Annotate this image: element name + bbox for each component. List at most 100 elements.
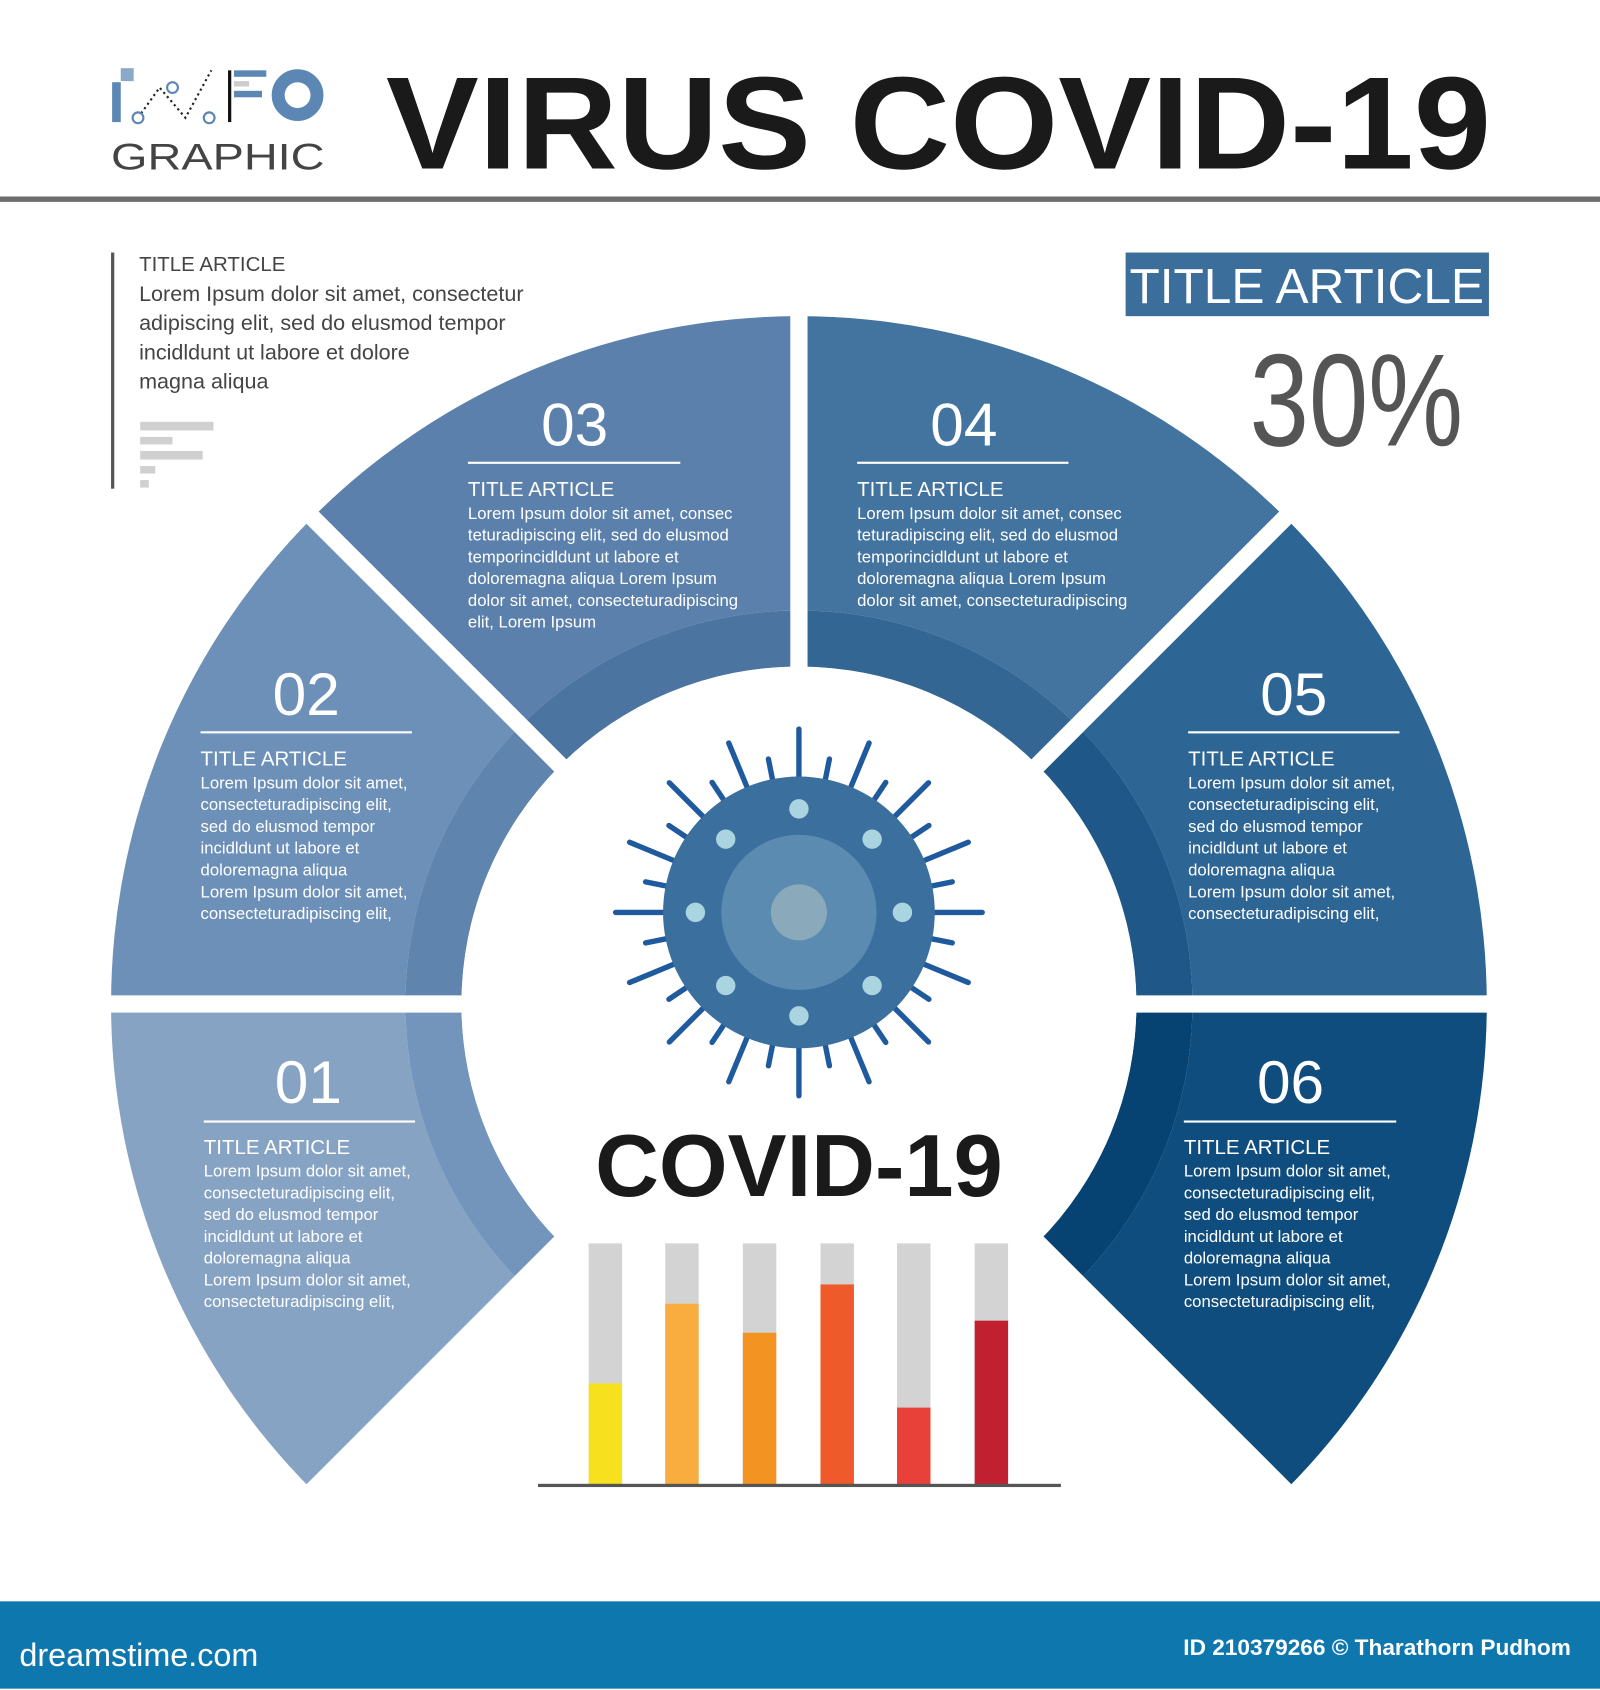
segment-body-line: doloremagna aliqua (204, 1249, 351, 1268)
segment-body-line: consecteturadipiscing elit, (204, 1292, 395, 1311)
footer-bar (0, 1601, 1600, 1689)
intro-line: magna aliqua (139, 368, 268, 393)
stat-label-box (1125, 252, 1489, 317)
segment-body-line: dolor sit amet, consecteturadipiscing (857, 591, 1127, 610)
bar-2 (665, 1303, 699, 1485)
segment-02 (111, 517, 521, 1005)
virus-spike (765, 1041, 776, 1069)
segment-03 (312, 316, 799, 726)
segment-underline (1188, 731, 1400, 734)
virus-spike (666, 822, 690, 841)
mini-bars-icon (140, 421, 214, 488)
virus-spike (908, 984, 932, 1002)
segment-body-line: dolor sit amet, consecteturadipiscing (468, 591, 738, 610)
segment-body-line: doloremagna aliqua Lorem Ipsum (468, 569, 717, 588)
virus-dot (789, 1006, 809, 1026)
logo: GRAPHIC (111, 68, 325, 178)
logo-graphic-text: GRAPHIC (111, 137, 324, 178)
segment-body-line: consecteturadipiscing elit, (1184, 1183, 1375, 1202)
segment-underline (467, 461, 681, 464)
segment-body-line: incidldunt ut labore et (1188, 839, 1347, 858)
virus-spike (928, 879, 955, 889)
intro-line: adipiscing elit, sed do elusmod tempor (139, 310, 506, 335)
virus-spike (920, 839, 971, 864)
virus-spike (928, 935, 955, 946)
segment-content-01: 01 TITLE ARTICLE Lorem Ipsum dolor sit ame… (203, 1048, 416, 1311)
virus-spike (822, 756, 833, 783)
segment-title: TITLE ARTICLE (468, 478, 614, 501)
segment-texts: 01 TITLE ARTICLE Lorem Ipsum dolor sit ame… (200, 391, 1400, 1311)
virus-spike (765, 756, 776, 783)
segment-body-line: Lorem Ipsum dolor sit amet, (204, 1270, 411, 1289)
virus-dot (716, 829, 736, 849)
segment-body-line: consecteturadipiscing elit, (201, 904, 392, 923)
segment-underline (203, 1120, 416, 1123)
segment-body-line: Lorem Ipsum dolor sit amet, (1188, 882, 1395, 901)
segment-title: TITLE ARTICLE (201, 748, 347, 771)
segment-underline (857, 461, 1069, 464)
virus-spike (626, 839, 678, 864)
virus-spike (908, 822, 932, 841)
segment-title: TITLE ARTICLE (204, 1136, 350, 1159)
virus-spike (709, 1021, 727, 1046)
segment-content-02: 02 TITLE ARTICLE Lorem Ipsum dolor sit ame… (200, 660, 412, 923)
segment-band-02 (405, 725, 561, 1005)
virus-spike (709, 779, 727, 804)
stat-value: 30% (1250, 327, 1463, 474)
segment-band-04 (798, 610, 1078, 766)
segment-number: 01 (275, 1048, 342, 1116)
segment-number: 05 (1260, 660, 1327, 728)
segment-body-line: teturadipiscing elit, sed do elusmod (468, 526, 729, 545)
bar-1 (588, 1383, 623, 1485)
virus-spike (666, 984, 690, 1002)
bar-5 (897, 1407, 931, 1485)
bar-chart (538, 1243, 1061, 1488)
intro-line: incidldunt ut labore et dolore (139, 339, 410, 364)
virus-core (770, 884, 827, 941)
segment-content-05: 05 TITLE ARTICLE Lorem Ipsum dolor sit ame… (1188, 660, 1400, 923)
segment-underline (1183, 1120, 1397, 1123)
virus-spike (666, 780, 707, 820)
intro-article: TITLE ARTICLE Lorem Ipsum dolor sit amet… (111, 252, 524, 489)
virus-spike (847, 740, 872, 791)
virus-dot (716, 975, 736, 996)
segment-band-05 (1037, 725, 1193, 1005)
segment-body-line: incidldunt ut labore et (201, 839, 360, 858)
segment-body-line: temporincidldunt ut labore et (857, 547, 1068, 566)
virus-spike (666, 1004, 707, 1045)
segment-body-line: Lorem Ipsum dolor sit amet, consec (468, 504, 733, 523)
segment-body-line: Lorem Ipsum dolor sit amet, (1184, 1270, 1391, 1289)
segment-body-line: sed do elusmod tempor (1188, 817, 1363, 836)
page-title: VIRUS COVID-19 (386, 49, 1491, 196)
segment-gap (1027, 503, 1300, 776)
virus-dot (685, 902, 706, 923)
header-divider (0, 196, 1600, 202)
segment-body-line: sed do elusmod tempor (1184, 1205, 1359, 1224)
segment-content-06: 06 TITLE ARTICLE Lorem Ipsum dolor sit ame… (1183, 1048, 1397, 1311)
segment-underline (200, 731, 412, 734)
segment-content-03: 03 TITLE ARTICLE Lorem Ipsum dolor sit ame… (468, 391, 738, 632)
intro-line: Lorem Ipsum dolor sit amet, consectetur (139, 281, 523, 306)
virus-spike (891, 1004, 932, 1045)
bar-6 (974, 1320, 1009, 1485)
virus-spike (626, 961, 678, 986)
segment-body-line: consecteturadipiscing elit, (201, 795, 392, 814)
segment-title: TITLE ARTICLE (1184, 1136, 1330, 1159)
virus-spike (891, 780, 932, 820)
segment-number: 03 (541, 391, 608, 459)
segment-number: 02 (273, 660, 340, 728)
chart-baseline (538, 1483, 1061, 1488)
segment-gap (298, 503, 571, 776)
segment-band-01 (405, 1004, 561, 1283)
segment-body-line: doloremagna aliqua (201, 861, 348, 880)
segment-content-04: 04 TITLE ARTICLE Lorem Ipsum dolor sit ame… (857, 391, 1127, 610)
virus-icon (612, 726, 985, 1099)
intro-title: TITLE ARTICLE (139, 253, 285, 276)
virus-dot (862, 829, 882, 849)
footer-brand: dreamstime.com (19, 1637, 258, 1673)
segment-body-line: incidldunt ut labore et (1184, 1227, 1343, 1246)
segment-title: TITLE ARTICLE (1188, 748, 1334, 771)
segment-gap (298, 1232, 571, 1505)
